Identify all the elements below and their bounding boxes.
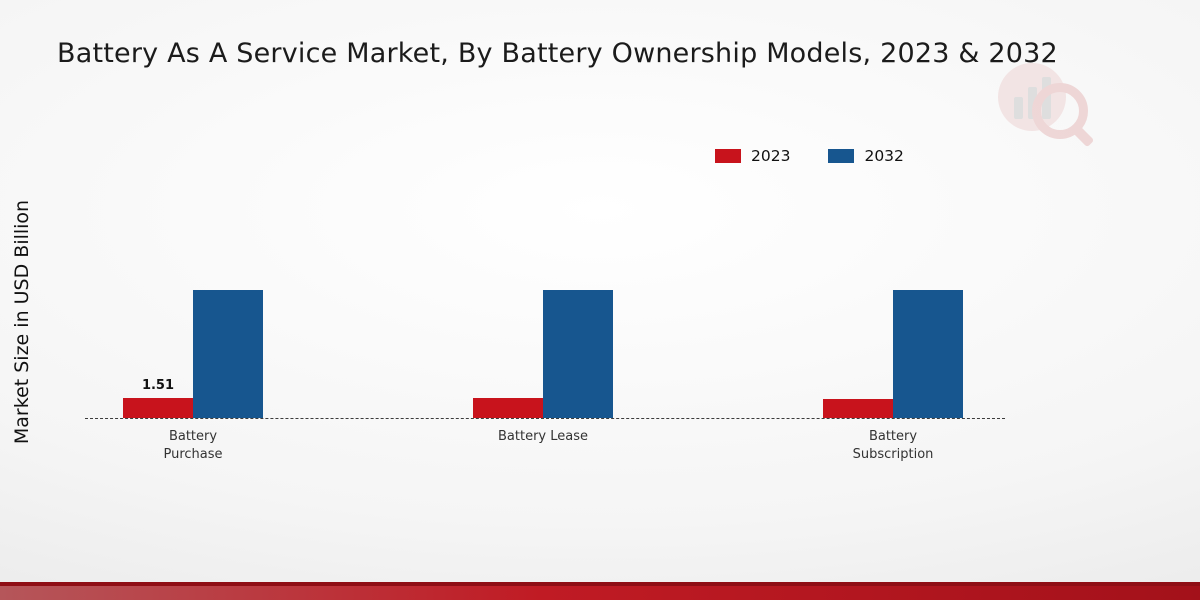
bar-2032-battery-lease (543, 290, 613, 418)
legend-label-2023: 2023 (751, 147, 791, 165)
category-label-battery-purchase: Battery Purchase (163, 429, 223, 463)
bar-2023-battery-purchase (123, 398, 193, 418)
legend: 2023 2032 (715, 147, 904, 165)
legend-item-2023: 2023 (715, 147, 790, 165)
legend-label-2032: 2032 (864, 147, 904, 165)
brand-watermark-logo (992, 55, 1102, 150)
footer-band (0, 586, 1200, 600)
legend-swatch-2032 (828, 149, 855, 163)
page-title: Battery As A Service Market, By Battery … (57, 38, 1058, 69)
watermark-magnifier-icon (1032, 83, 1088, 139)
bar-2023-battery-lease (473, 398, 543, 418)
value-label-2023-battery-purchase: 1.51 (141, 378, 175, 393)
legend-item-2032: 2032 (828, 147, 904, 165)
footer-divider (0, 582, 1200, 586)
legend-swatch-2023 (715, 149, 741, 163)
x-axis-baseline (85, 418, 1005, 419)
watermark-magnifier-handle (1071, 124, 1095, 148)
category-label-battery-lease: Battery Lease (498, 429, 588, 444)
bar-2032-battery-purchase (193, 290, 263, 418)
bar-2023-battery-subscription (823, 399, 893, 418)
category-label-battery-subscription: Battery Subscription (852, 429, 934, 463)
watermark-bar-chart-icon (1014, 97, 1023, 119)
bar-2032-battery-subscription (893, 290, 963, 418)
